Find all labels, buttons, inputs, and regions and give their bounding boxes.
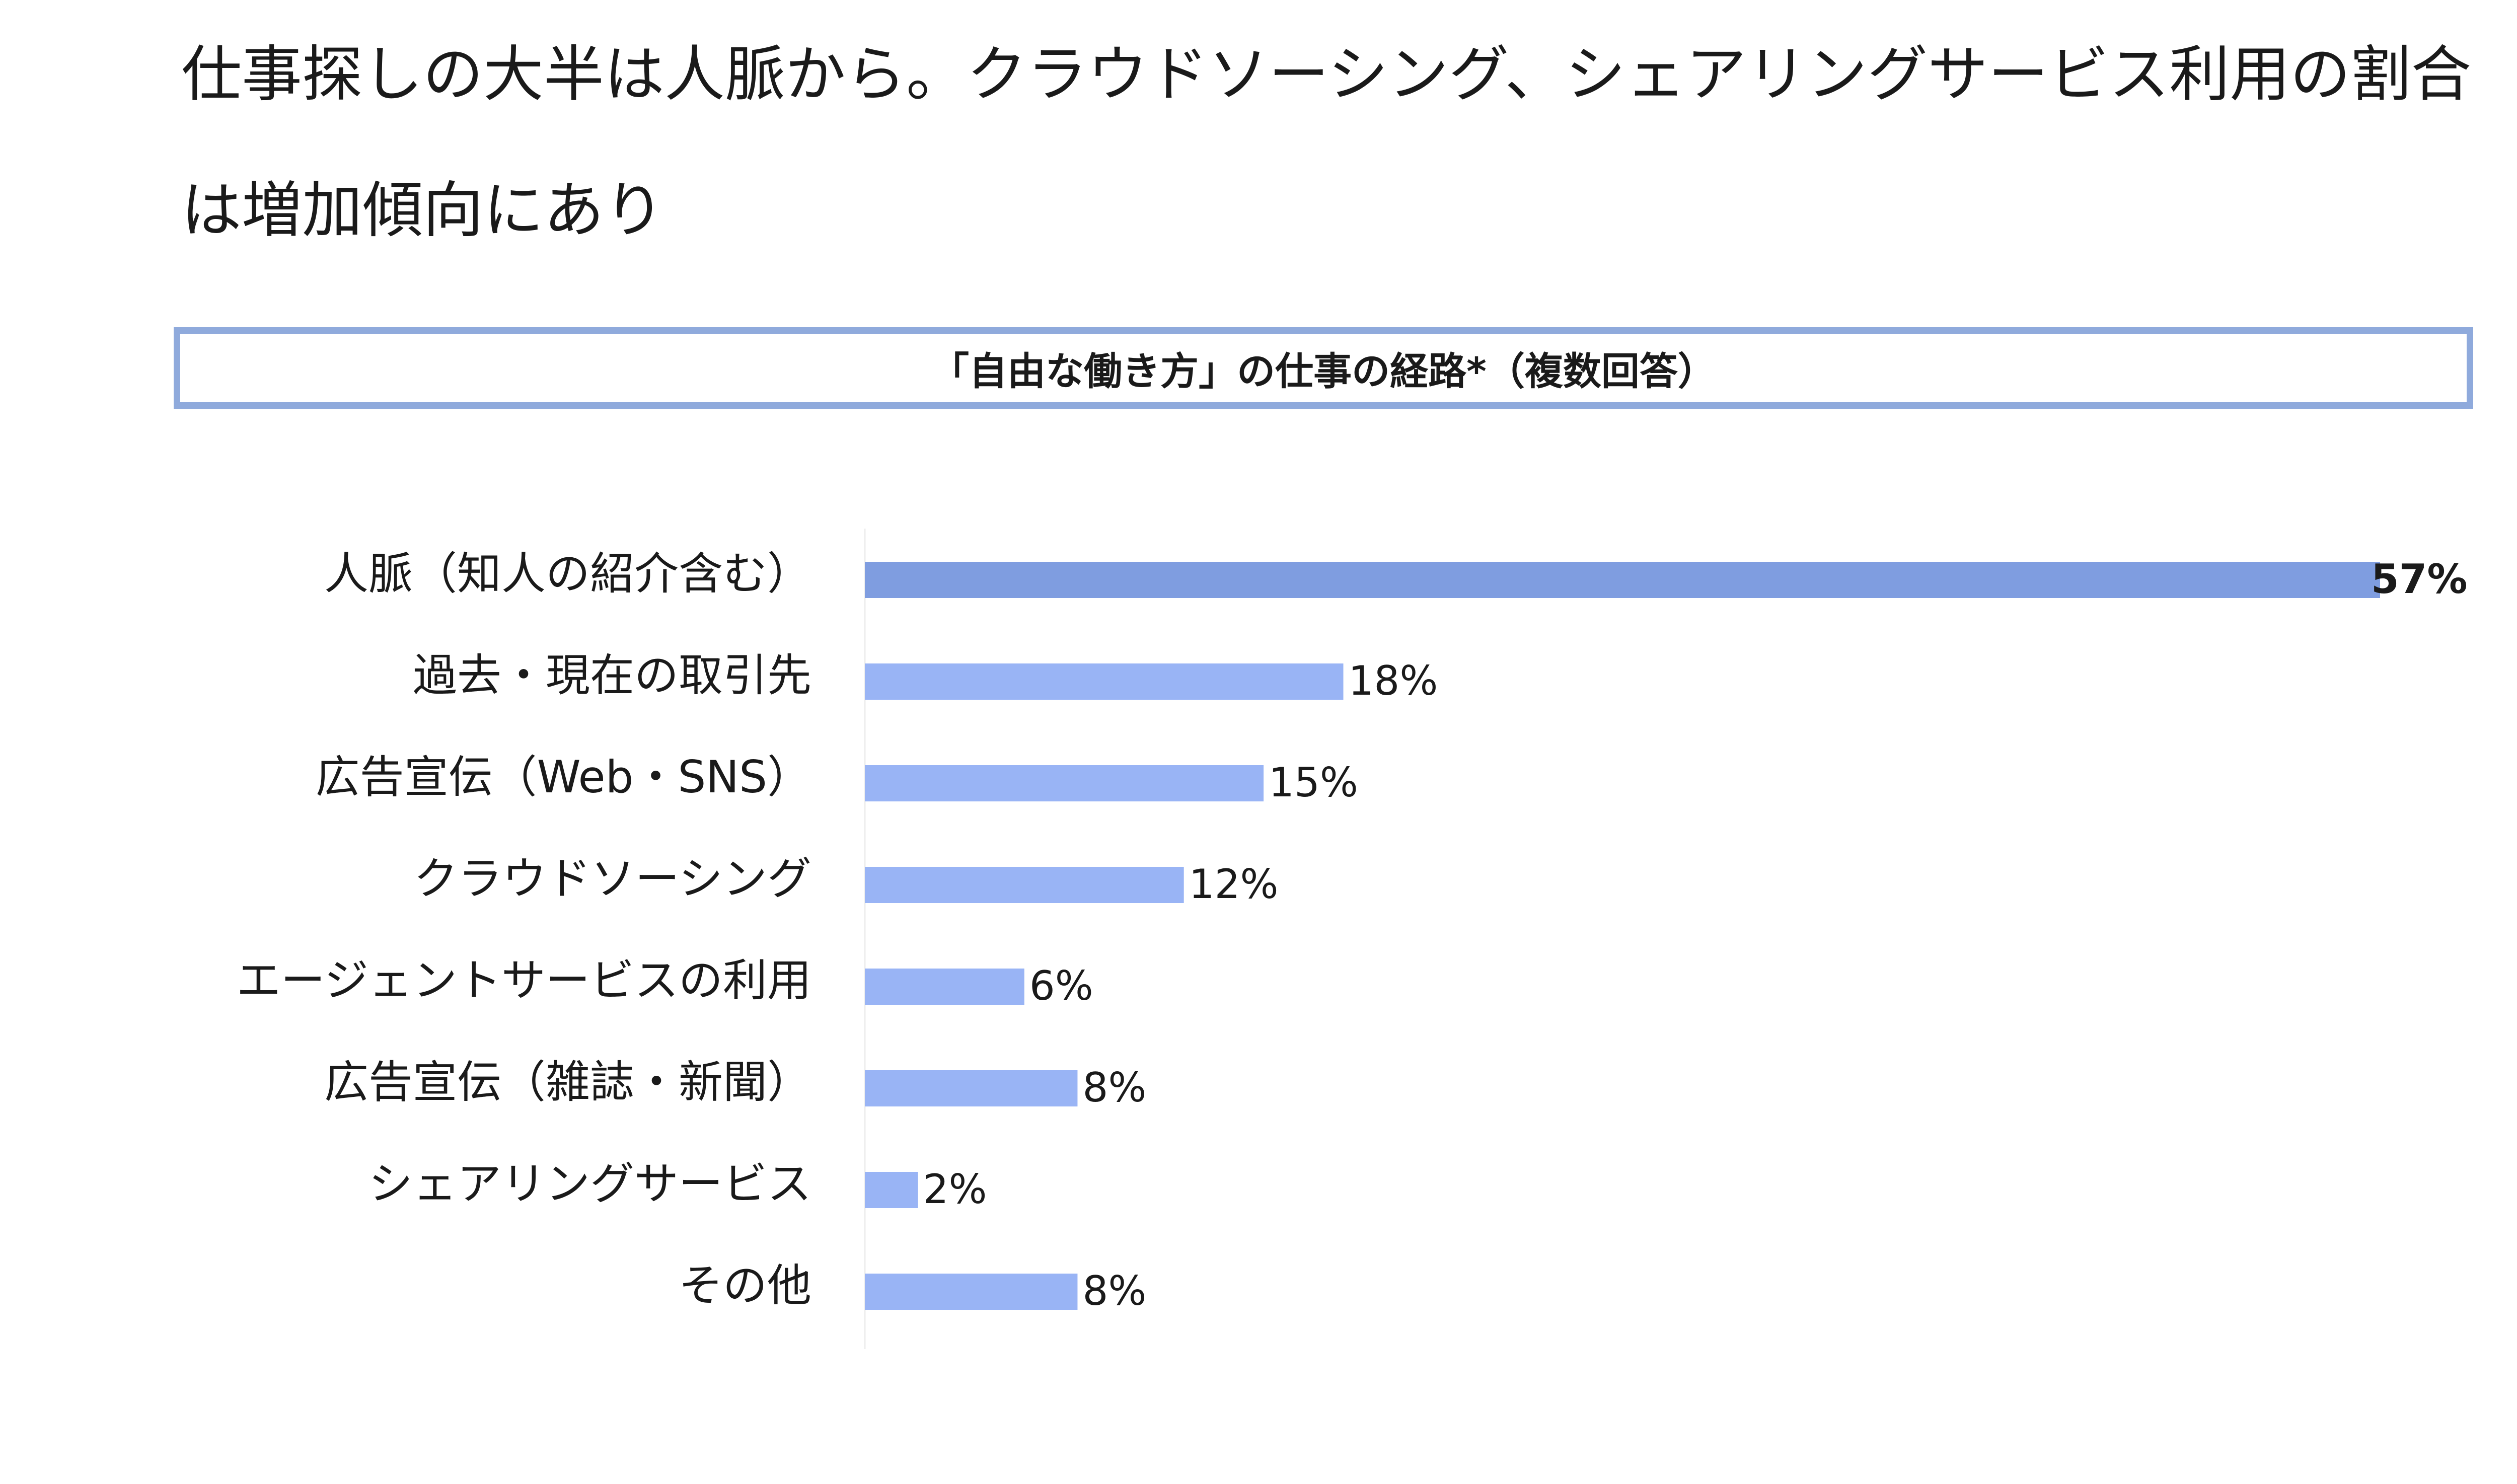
bar — [865, 969, 1024, 1005]
bar — [865, 1274, 1078, 1310]
data-label: 8% — [1082, 1064, 1146, 1111]
category-label: 広告宣伝（Web・SNS） — [316, 751, 811, 803]
data-label: 6% — [1029, 962, 1093, 1009]
data-label: 8% — [1082, 1268, 1146, 1314]
category-label: 広告宣伝（雑誌・新聞） — [324, 1056, 811, 1108]
data-label: 2% — [923, 1166, 987, 1213]
data-label: 15% — [1269, 759, 1358, 806]
category-label: 人脈（知人の紹介含む） — [324, 548, 811, 600]
data-label: 57% — [2371, 556, 2467, 603]
bar — [865, 562, 2380, 598]
bar — [865, 663, 1344, 700]
category-label: シェアリングサービス — [368, 1158, 811, 1210]
chart-title-box: 「自由な働き方」の仕事の経路*（複数回答） — [174, 327, 2473, 409]
category-label: エージェントサービスの利用 — [237, 954, 811, 1006]
data-label: 18% — [1349, 657, 1438, 704]
data-label: 12% — [1189, 861, 1279, 908]
chart-title: 「自由な働き方」の仕事の経路*（複数回答） — [931, 349, 1716, 394]
bars-layer: 人脈（知人の紹介含む） 57% 過去・現在の取引先 18% 広告宣伝（Web・SNS） 1… — [237, 548, 2468, 1314]
bar — [865, 1172, 918, 1208]
bar — [865, 867, 1184, 903]
category-label: クラウドソーシング — [414, 853, 811, 905]
slide-title: 仕事探しの大半は人脈から。クラウドソーシング、シェアリングサービス利用の割合は増… — [181, 40, 2472, 246]
category-label: 過去・現在の取引先 — [413, 649, 811, 701]
category-label: その他 — [679, 1259, 811, 1311]
bar — [865, 765, 1264, 801]
bar — [865, 1070, 1078, 1106]
